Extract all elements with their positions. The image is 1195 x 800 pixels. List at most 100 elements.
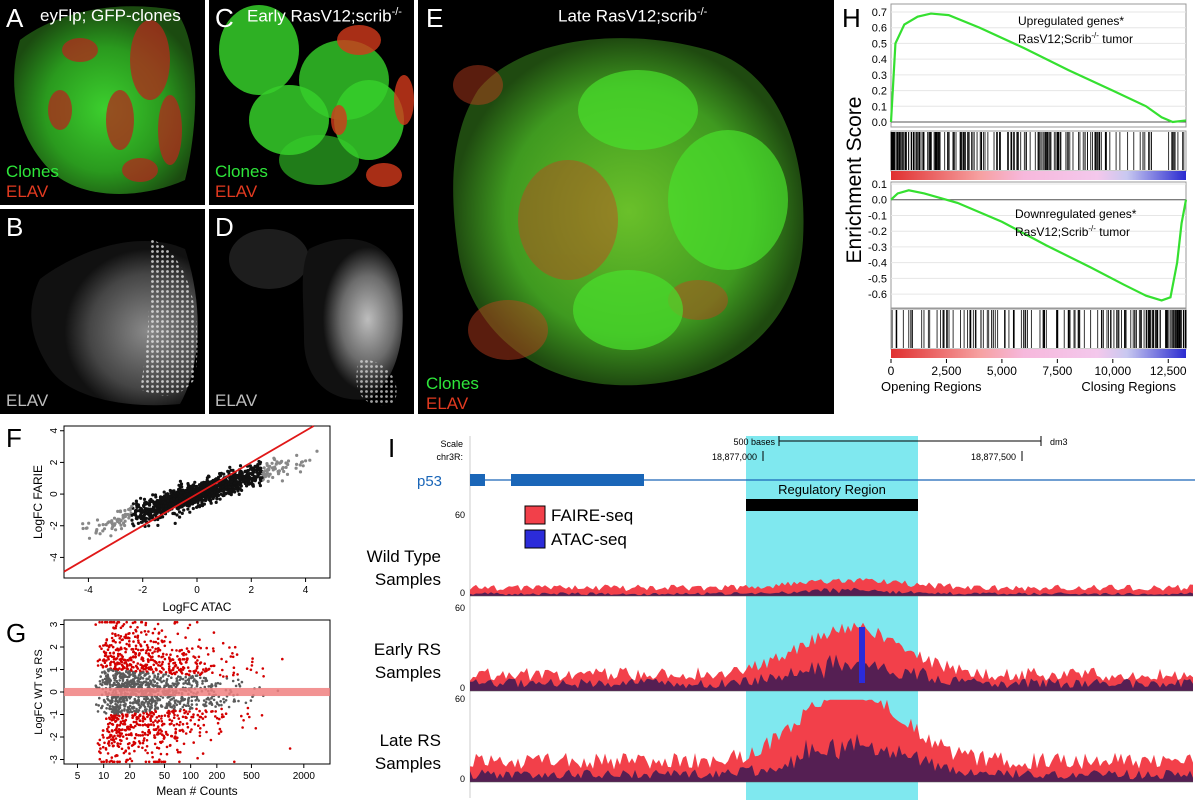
ma-point xyxy=(117,634,120,637)
scatter-point xyxy=(211,495,215,499)
ma-point xyxy=(125,620,128,624)
ma-point xyxy=(194,661,197,664)
ma-point xyxy=(188,682,191,686)
ma-point xyxy=(96,742,100,745)
ma-point xyxy=(154,640,158,644)
coord-label: 18,877,500 xyxy=(971,452,1016,462)
ma-point xyxy=(199,676,202,680)
ma-point xyxy=(131,621,135,625)
ma-point xyxy=(119,626,123,630)
ma-point xyxy=(170,684,173,688)
ma-point xyxy=(135,707,138,711)
ma-point xyxy=(168,712,171,715)
ma-point xyxy=(186,712,190,716)
ma-point xyxy=(178,760,181,764)
ma-point xyxy=(98,738,102,742)
ma-point xyxy=(204,701,208,704)
ma-point xyxy=(176,748,179,752)
panel-d-image: D ELAV xyxy=(209,209,414,414)
scatter-point xyxy=(247,482,251,486)
scatter-point xyxy=(228,465,232,469)
ma-point xyxy=(164,671,168,674)
xtick-label: 500 xyxy=(243,771,260,782)
ma-point xyxy=(131,701,134,705)
scatter-point xyxy=(243,470,247,474)
ma-point xyxy=(220,657,223,661)
ma-point xyxy=(233,645,237,649)
ma-point xyxy=(146,733,150,737)
ma-point xyxy=(194,669,197,672)
ma-point xyxy=(98,645,102,648)
ma-point xyxy=(118,679,121,682)
ma-point xyxy=(201,717,205,720)
ma-point xyxy=(127,659,130,662)
lower-ytick-label: -0.6 xyxy=(868,289,887,301)
ma-point xyxy=(260,714,264,717)
ma-point xyxy=(130,679,133,683)
ma-point xyxy=(171,682,175,685)
scatter-point xyxy=(246,468,250,473)
scatter-point xyxy=(189,490,193,494)
scatter-point xyxy=(159,511,163,515)
ma-point xyxy=(191,647,194,650)
ma-point xyxy=(117,730,121,734)
scatter-point xyxy=(273,467,277,471)
ma-point xyxy=(231,679,235,683)
ma-point xyxy=(169,703,172,707)
ma-point xyxy=(164,673,168,676)
ma-point xyxy=(98,680,102,683)
ma-point xyxy=(203,662,206,665)
ma-point xyxy=(174,728,178,731)
scatter-point xyxy=(119,527,124,531)
scatter-point xyxy=(138,515,142,519)
upper-rank-gradient-bar xyxy=(891,171,1186,180)
ma-point xyxy=(101,678,104,682)
ma-point xyxy=(112,706,116,710)
ma-point xyxy=(232,671,236,675)
ma-point xyxy=(216,702,219,706)
scatter-point xyxy=(238,464,243,468)
ma-point xyxy=(216,681,220,685)
ma-point xyxy=(116,742,119,745)
ma-point xyxy=(204,704,208,708)
ma-point xyxy=(105,707,108,710)
ma-point xyxy=(151,651,154,655)
scale-bar-label: 500 bases xyxy=(733,437,775,447)
ma-point xyxy=(177,717,181,720)
ma-point xyxy=(116,760,119,764)
ma-point xyxy=(174,730,177,734)
xtick-label: 4 xyxy=(303,585,309,596)
ma-point xyxy=(251,660,254,664)
lower-ytick-label: -0.4 xyxy=(868,258,887,270)
scatter-point xyxy=(213,487,217,491)
ma-point xyxy=(245,667,249,670)
ma-point xyxy=(152,713,156,716)
ma-point xyxy=(133,676,137,680)
scatter-point xyxy=(156,523,160,527)
ma-point xyxy=(98,658,101,661)
scatter-point xyxy=(188,510,192,514)
ma-point xyxy=(136,676,140,680)
ma-point xyxy=(184,710,188,713)
ma-point xyxy=(129,673,132,676)
ma-point xyxy=(175,677,178,680)
upper-ytick-label: 0.7 xyxy=(872,7,887,19)
ma-point xyxy=(172,709,175,712)
legend-swatch-faire xyxy=(524,505,546,525)
ma-point xyxy=(109,654,112,658)
ma-point xyxy=(138,719,142,722)
scatter-point xyxy=(209,501,213,505)
xtick-label: 5 xyxy=(75,771,81,782)
ma-point xyxy=(122,700,125,703)
ma-point xyxy=(109,663,112,667)
scatter-point xyxy=(114,528,118,532)
ma-point xyxy=(184,679,187,683)
ma-point xyxy=(107,736,111,739)
upper-ytick-label: 0.3 xyxy=(872,70,887,82)
ma-point xyxy=(112,674,115,677)
clone-image-a xyxy=(14,6,196,194)
xtick-label: 0 xyxy=(194,585,200,596)
ma-point xyxy=(172,704,176,707)
ma-point xyxy=(105,759,108,762)
ma-point xyxy=(135,716,138,719)
